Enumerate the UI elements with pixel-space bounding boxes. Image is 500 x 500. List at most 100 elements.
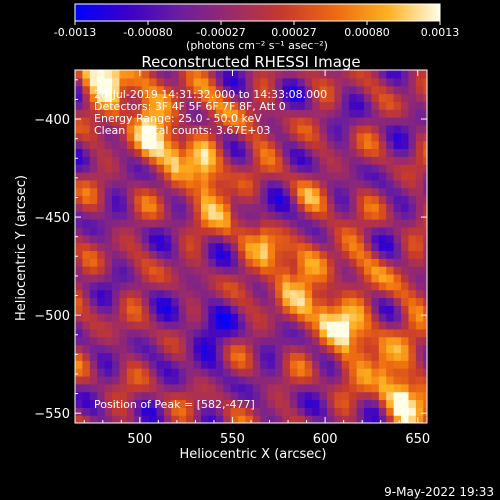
heatmap-cell xyxy=(282,179,291,189)
heatmap-cell xyxy=(89,195,98,204)
heatmap-cell xyxy=(126,101,135,110)
heatmap-cell xyxy=(223,179,232,189)
heatmap-cell xyxy=(215,273,224,283)
heatmap-cell xyxy=(149,70,158,79)
heatmap-cell xyxy=(312,297,321,306)
heatmap-cell xyxy=(208,273,217,283)
heatmap-cell xyxy=(260,407,269,416)
heatmap-cell xyxy=(304,164,313,173)
heatmap-cell xyxy=(156,336,165,346)
heatmap-cell xyxy=(215,85,224,95)
heatmap-cell xyxy=(275,344,284,353)
heatmap-cell xyxy=(223,93,232,102)
heatmap-cell xyxy=(349,336,358,346)
heatmap-cell xyxy=(200,156,209,165)
heatmap-cell xyxy=(193,203,202,212)
heatmap-cell xyxy=(267,336,276,346)
heatmap-cell xyxy=(282,211,291,220)
heatmap-cell xyxy=(82,344,91,353)
heatmap-cell xyxy=(341,399,350,408)
heatmap-cell xyxy=(267,344,276,353)
heatmap-cell xyxy=(171,109,180,118)
heatmap-cell xyxy=(356,85,365,95)
heatmap-cell xyxy=(97,305,106,314)
heatmap-cell xyxy=(267,383,276,393)
heatmap-cell xyxy=(364,391,373,401)
heatmap-cell xyxy=(208,179,217,189)
heatmap-cell xyxy=(304,407,313,416)
heatmap-cell xyxy=(163,250,172,259)
heatmap-cell xyxy=(267,289,276,299)
heatmap-cell xyxy=(356,391,365,401)
annotation-energy-range: Energy Range: 25.0 - 50.0 keV xyxy=(94,112,262,125)
heatmap-cell xyxy=(252,328,261,338)
heatmap-cell xyxy=(386,399,395,408)
heatmap-cell xyxy=(104,148,113,157)
heatmap-cell xyxy=(134,407,143,416)
heatmap-cell xyxy=(230,117,239,126)
heatmap-cell xyxy=(349,352,358,361)
heatmap-cell xyxy=(104,140,113,150)
heatmap-cell xyxy=(408,297,417,306)
heatmap-cell xyxy=(326,273,335,283)
heatmap-cell xyxy=(215,415,224,423)
heatmap-cell xyxy=(89,140,98,150)
heatmap-cell xyxy=(75,266,84,275)
heatmap-cell xyxy=(112,77,121,87)
heatmap-cell xyxy=(282,219,291,228)
heatmap-cell xyxy=(230,242,239,252)
heatmap-cell xyxy=(415,203,424,212)
heatmap-cell xyxy=(215,391,224,401)
heatmap-cell xyxy=(208,266,217,275)
heatmap-cell xyxy=(326,101,335,110)
heatmap-cell xyxy=(415,415,424,423)
heatmap-cell xyxy=(178,93,187,102)
heatmap-cell xyxy=(119,281,128,291)
heatmap-cell xyxy=(260,203,269,212)
heatmap-cell xyxy=(260,156,269,165)
heatmap-cell xyxy=(186,336,195,346)
heatmap-cell xyxy=(297,289,306,299)
heatmap-cell xyxy=(200,368,209,377)
heatmap-cell xyxy=(82,391,91,401)
heatmap-cell xyxy=(238,124,247,134)
heatmap-cell xyxy=(89,93,98,102)
heatmap-cell xyxy=(364,242,373,252)
heatmap-cell xyxy=(356,124,365,134)
heatmap-cell xyxy=(297,407,306,416)
heatmap-cell xyxy=(423,226,427,236)
heatmap-cell xyxy=(186,171,195,181)
heatmap-cell xyxy=(304,297,313,306)
heatmap-cell xyxy=(230,132,239,142)
heatmap-cell xyxy=(223,289,232,299)
heatmap-cell xyxy=(171,399,180,408)
heatmap-cell xyxy=(289,383,298,393)
heatmap-cell xyxy=(349,360,358,369)
heatmap-cell xyxy=(141,187,150,197)
heatmap-cell xyxy=(97,70,106,79)
heatmap-cell xyxy=(178,250,187,259)
heatmap-cell xyxy=(75,164,84,173)
heatmap-cell xyxy=(415,187,424,197)
heatmap-cell xyxy=(386,219,395,228)
colorbar-tick-label: 0.00080 xyxy=(344,26,390,39)
heatmap-cell xyxy=(386,360,395,369)
heatmap-cell xyxy=(223,407,232,416)
heatmap-cell xyxy=(275,148,284,157)
heatmap-cell xyxy=(304,321,313,330)
heatmap-cell xyxy=(156,297,165,306)
heatmap-cell xyxy=(171,219,180,228)
heatmap-cell xyxy=(141,77,150,87)
heatmap-cell xyxy=(230,140,239,150)
heatmap-cell xyxy=(312,415,321,423)
heatmap-cell xyxy=(304,148,313,157)
heatmap-cell xyxy=(386,313,395,322)
heatmap-cell xyxy=(378,234,387,244)
heatmap-cell xyxy=(230,195,239,204)
heatmap-cell xyxy=(149,242,158,252)
heatmap-cell xyxy=(364,124,373,134)
heatmap-cell xyxy=(423,273,427,283)
heatmap-cell xyxy=(275,234,284,244)
heatmap-cell xyxy=(378,352,387,361)
heatmap-cell xyxy=(312,156,321,165)
